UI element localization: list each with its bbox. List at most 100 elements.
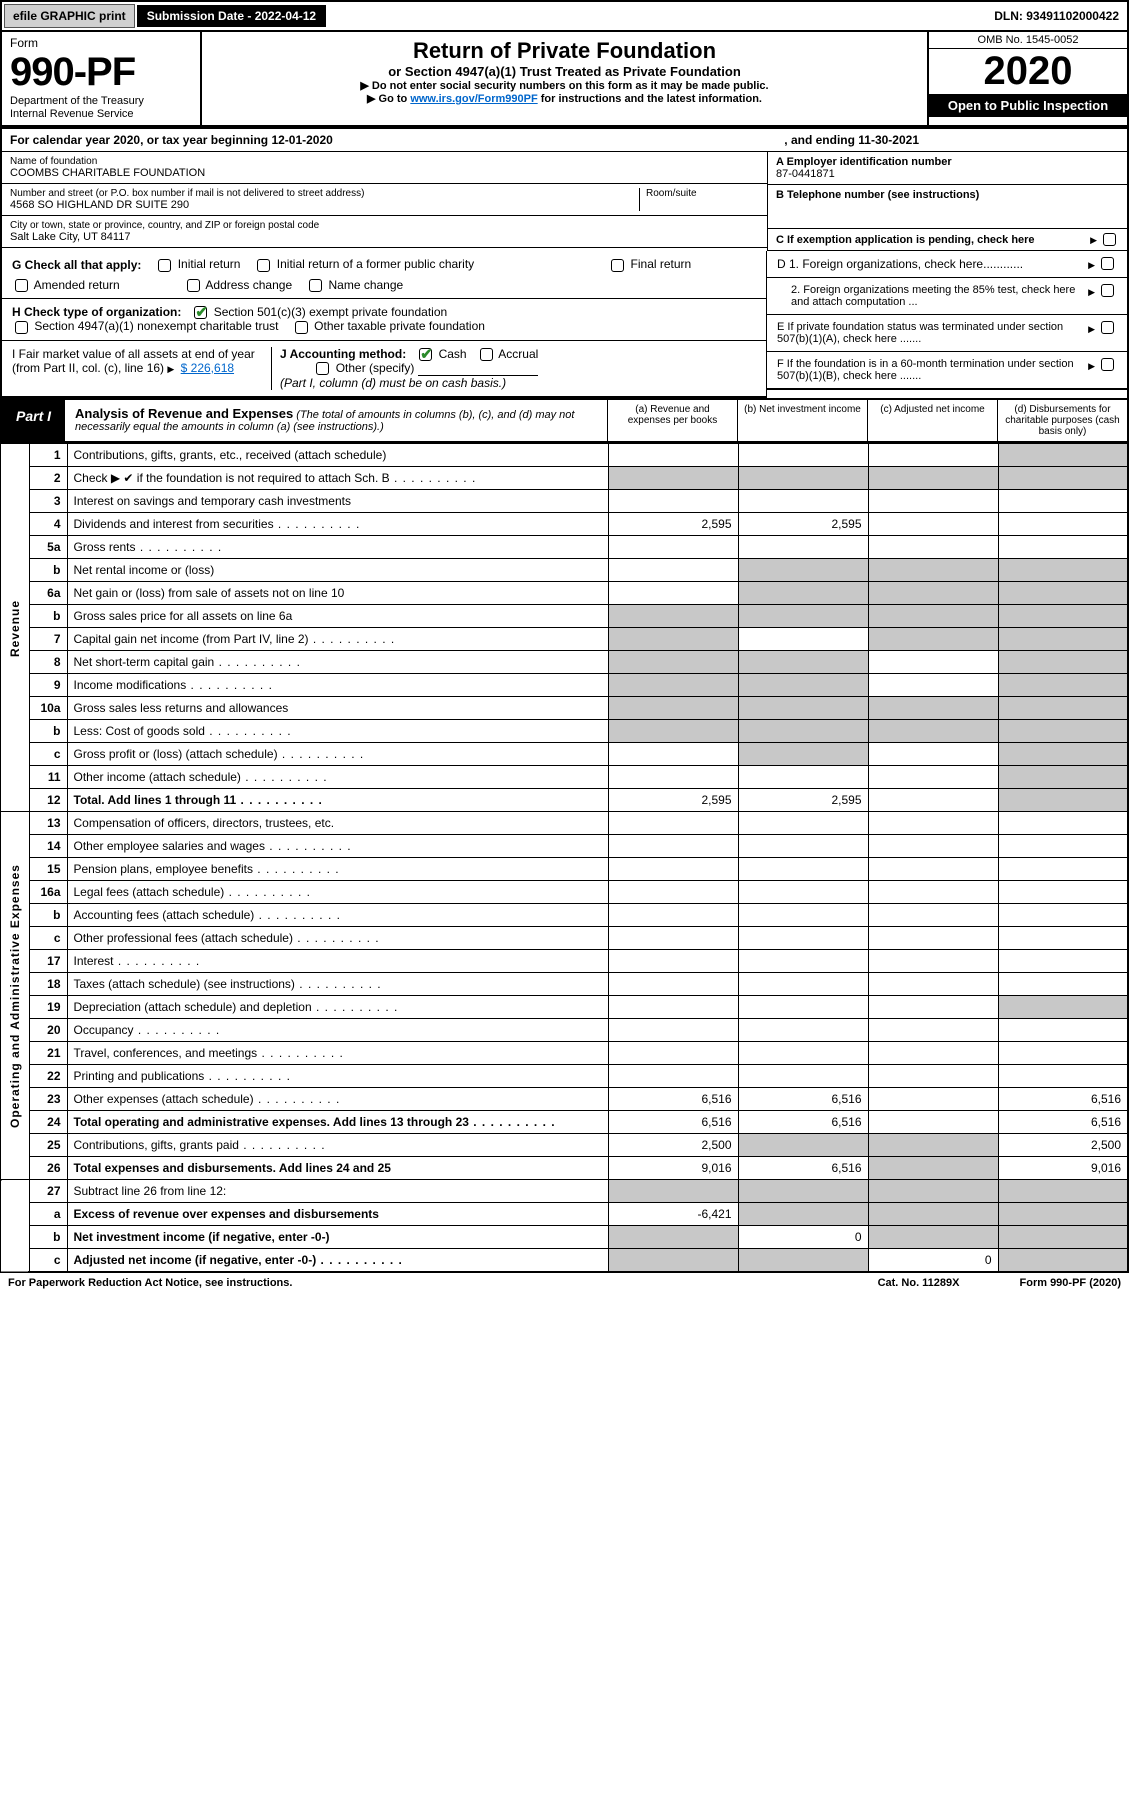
f-checkbox[interactable] [1101,358,1114,371]
line-value-col-c [868,1157,998,1180]
line-value-col-b [738,674,868,697]
col-d-header: (d) Disbursements for charitable purpose… [997,400,1127,441]
table-row: Operating and Administrative Expenses13C… [1,812,1128,835]
g-initial-former-checkbox[interactable] [257,259,270,272]
phone-label: B Telephone number (see instructions) [776,189,1119,201]
part1-table: Revenue1Contributions, gifts, grants, et… [0,443,1129,1273]
line-value-col-c [868,858,998,881]
address: 4568 SO HIGHLAND DR SUITE 290 [10,199,639,211]
table-row: cOther professional fees (attach schedul… [1,927,1128,950]
line-description: Accounting fees (attach schedule) [67,904,608,927]
j-label: J Accounting method: [280,347,406,361]
line-value-col-c [868,996,998,1019]
line-value-col-d [998,674,1128,697]
h-4947-checkbox[interactable] [15,321,28,334]
g-initial-return-checkbox[interactable] [158,259,171,272]
g-amended-checkbox[interactable] [15,279,28,292]
line-description: Net short-term capital gain [67,651,608,674]
line-value-col-c [868,697,998,720]
table-row: 15Pension plans, employee benefits [1,858,1128,881]
foundation-name: COOMBS CHARITABLE FOUNDATION [10,167,759,179]
city: Salt Lake City, UT 84117 [10,231,759,243]
exemption-checkbox[interactable] [1103,233,1116,246]
line-value-col-d [998,858,1128,881]
line-value-col-b [738,927,868,950]
line-value-col-b [738,444,868,467]
form-url-link[interactable]: www.irs.gov/Form990PF [410,93,537,105]
line-number: c [29,743,67,766]
j-note: (Part I, column (d) must be on cash basi… [280,376,506,390]
j-other-checkbox[interactable] [316,362,329,375]
e-checkbox[interactable] [1101,321,1114,334]
line-value-col-c [868,904,998,927]
col-b-header: (b) Net investment income [737,400,867,441]
part1-label: Part I [2,400,65,441]
table-row: cGross profit or (loss) (attach schedule… [1,743,1128,766]
line-value-col-b [738,835,868,858]
line-value-col-d [998,628,1128,651]
line-description: Capital gain net income (from Part IV, l… [67,628,608,651]
line-value-col-b [738,1042,868,1065]
line-value-col-d [998,927,1128,950]
section-label [1,1180,29,1273]
line-value-col-c [868,628,998,651]
line-value-col-c: 0 [868,1249,998,1273]
g-final-return-checkbox[interactable] [611,259,624,272]
ein-label: A Employer identification number [776,156,1119,168]
line-value-col-a [608,904,738,927]
line-number: 1 [29,444,67,467]
j-accrual-checkbox[interactable] [480,348,493,361]
line-value-col-a [608,812,738,835]
line-number: 9 [29,674,67,697]
city-label: City or town, state or province, country… [10,220,759,231]
line-value-col-b [738,582,868,605]
h-501c3-checkbox[interactable] [194,306,207,319]
g-address-change-checkbox[interactable] [187,279,200,292]
line-description: Depreciation (attach schedule) and deple… [67,996,608,1019]
instruction-2: ▶ Go to www.irs.gov/Form990PF for instru… [212,92,917,105]
line-value-col-a [608,766,738,789]
line-value-col-a [608,996,738,1019]
line-value-col-c [868,743,998,766]
line-number: 6a [29,582,67,605]
line-value-col-b [738,536,868,559]
table-row: bLess: Cost of goods sold [1,720,1128,743]
line-number: 7 [29,628,67,651]
fmv-value[interactable]: $ 226,618 [181,361,234,375]
arrow-icon [1088,257,1098,271]
open-to-public: Open to Public Inspection [929,94,1127,117]
line-value-col-c [868,950,998,973]
col-a-header: (a) Revenue and expenses per books [607,400,737,441]
j-cash-checkbox[interactable] [419,348,432,361]
table-row: 24Total operating and administrative exp… [1,1111,1128,1134]
line-description: Gross sales less returns and allowances [67,697,608,720]
line-value-col-c [868,812,998,835]
efile-print-button[interactable]: efile GRAPHIC print [4,4,135,28]
line-description: Net rental income or (loss) [67,559,608,582]
line-number: 15 [29,858,67,881]
table-row: bNet rental income or (loss) [1,559,1128,582]
e-label: E If private foundation status was termi… [777,321,1088,345]
line-number: 22 [29,1065,67,1088]
line-value-col-c [868,490,998,513]
part1-title: Analysis of Revenue and Expenses [75,406,293,421]
line-value-col-d [998,973,1128,996]
g-label: G Check all that apply: [12,258,141,272]
g-name-change-checkbox[interactable] [309,279,322,292]
line-description: Less: Cost of goods sold [67,720,608,743]
h-other-taxable-checkbox[interactable] [295,321,308,334]
line-number: 3 [29,490,67,513]
d2-checkbox[interactable] [1101,284,1114,297]
line-value-col-a [608,1249,738,1273]
line-value-col-c [868,1042,998,1065]
table-row: 11Other income (attach schedule) [1,766,1128,789]
table-row: 8Net short-term capital gain [1,651,1128,674]
line-value-col-b [738,904,868,927]
d1-checkbox[interactable] [1101,257,1114,270]
line-value-col-c [868,835,998,858]
line-value-col-a [608,881,738,904]
line-value-col-a [608,950,738,973]
table-row: 5aGross rents [1,536,1128,559]
line-description: Check ▶ ✔ if the foundation is not requi… [67,467,608,490]
line-value-col-d [998,1019,1128,1042]
